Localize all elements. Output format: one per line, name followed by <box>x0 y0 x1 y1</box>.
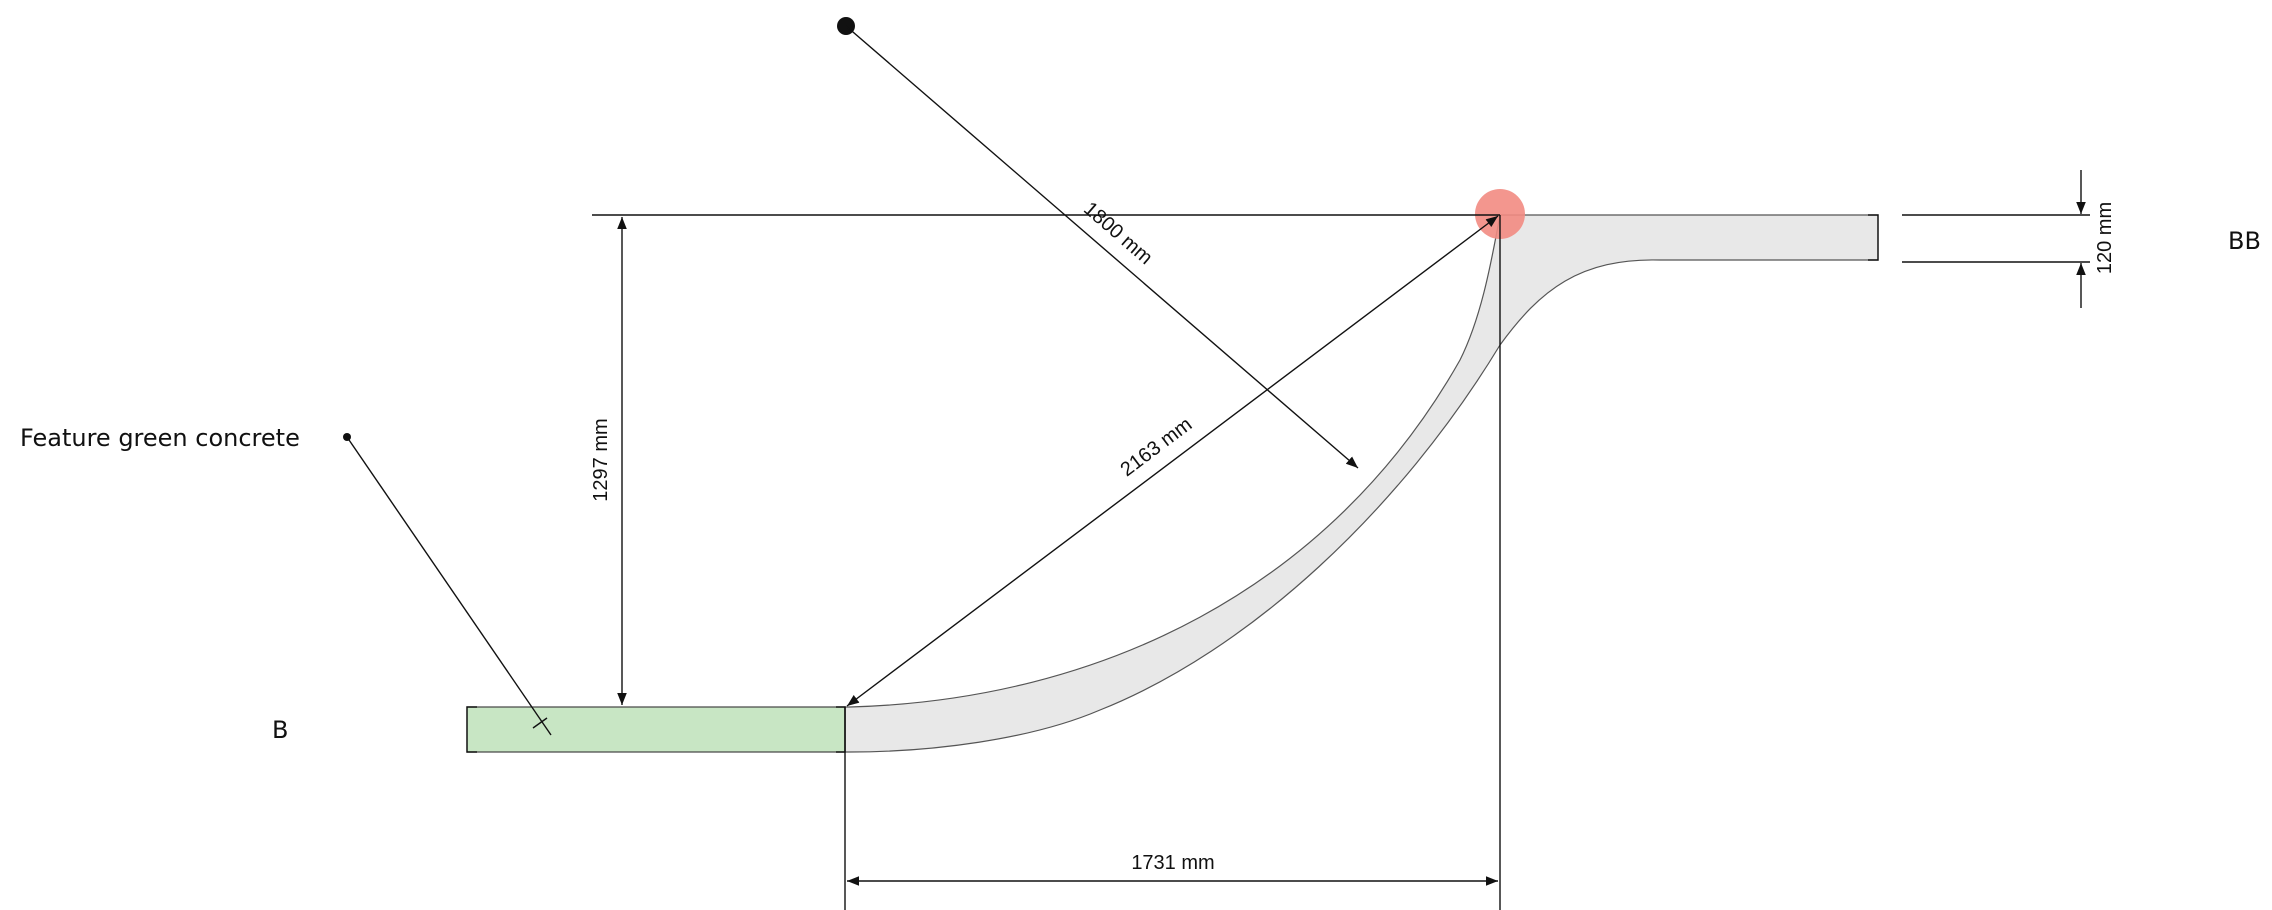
thickness-dimension-text: 120 mm <box>2094 202 2116 274</box>
material-leader-line <box>346 436 552 736</box>
concrete-slab-curved <box>844 214 1879 753</box>
section-label-left: B <box>272 716 288 744</box>
section-label-right: BB <box>2228 227 2261 255</box>
slab-end-tick-left <box>466 706 477 753</box>
vertical-dimension-text: 1297 mm <box>590 418 612 501</box>
material-label: Feature green concrete <box>20 424 300 452</box>
material-leader-tick <box>532 717 548 729</box>
diagonal-dimension-text: 2163 mm <box>1116 413 1196 481</box>
green-concrete-slab <box>466 706 846 753</box>
radius-dimension-text: 1800 mm <box>1079 198 1156 269</box>
diagonal-dimension-line <box>846 215 1499 707</box>
slab-end-tick-right <box>1868 214 1879 261</box>
horizontal-dimension-text: 1731 mm <box>1131 852 1214 874</box>
radius-leader-line <box>845 25 1359 469</box>
